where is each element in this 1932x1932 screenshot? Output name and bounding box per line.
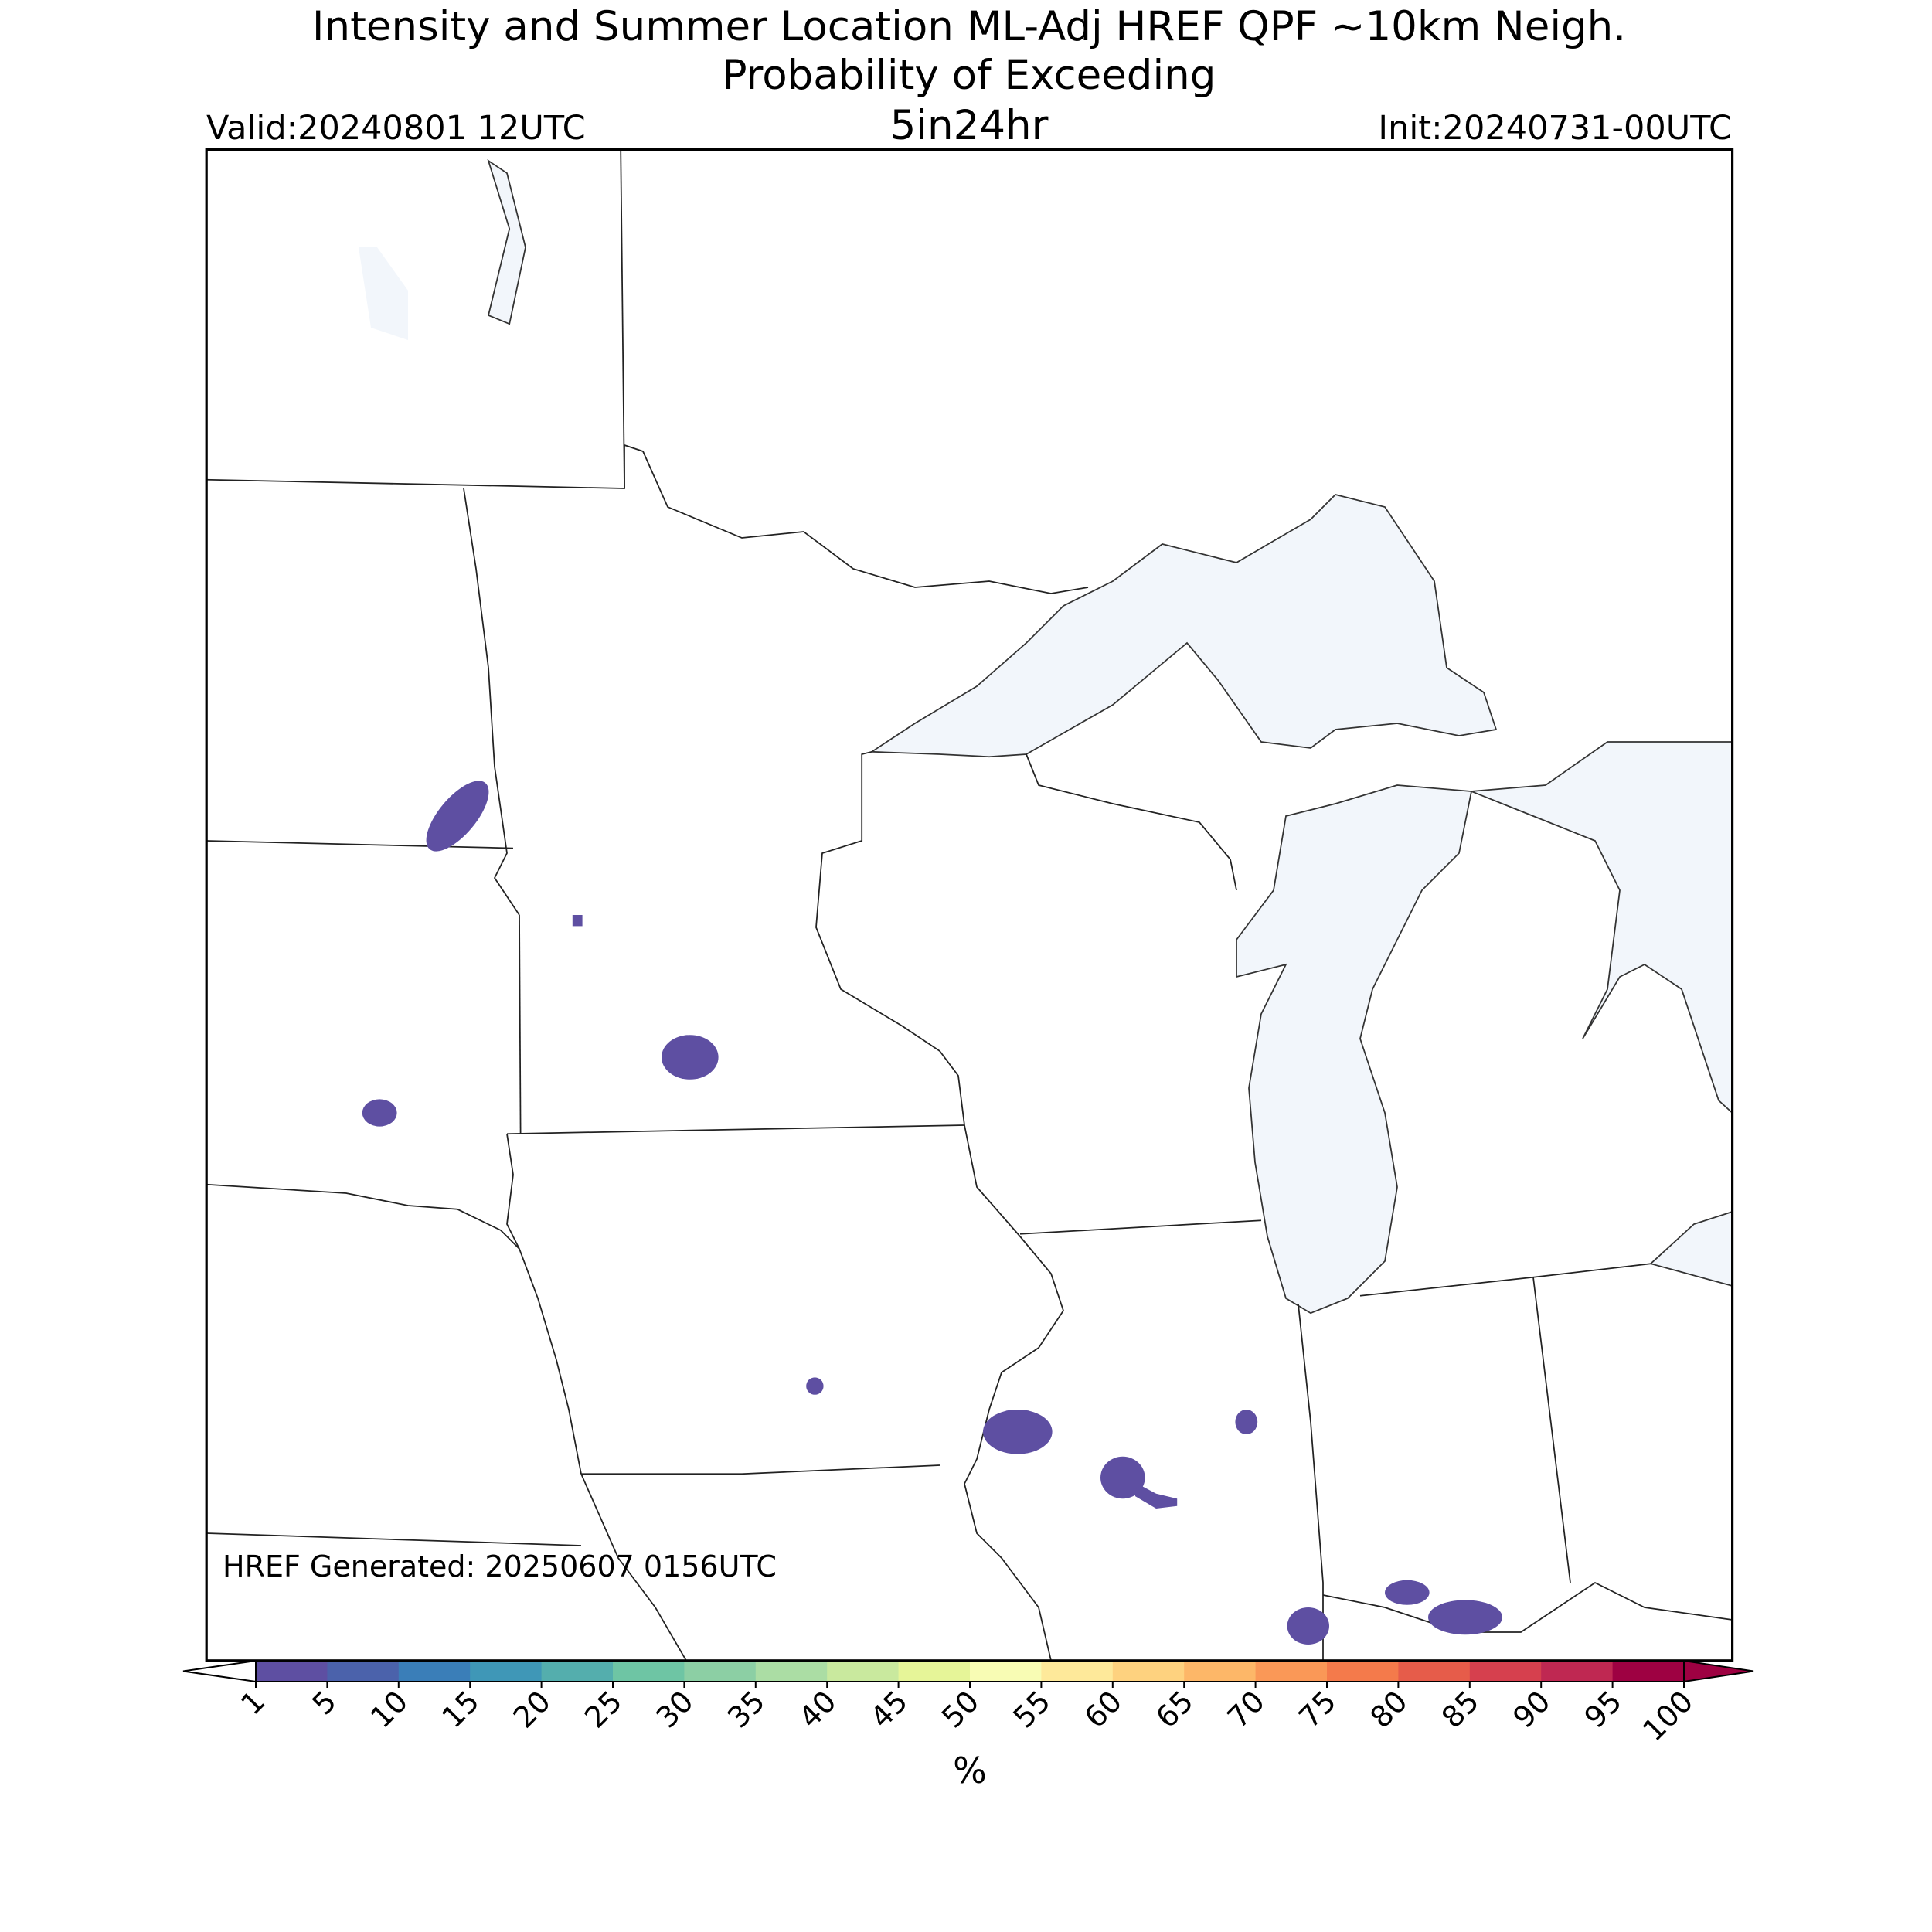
init-time: Init:20240731-00UTC: [1378, 109, 1732, 148]
colorbar-tick-label: 40: [792, 1684, 842, 1734]
border: [581, 1464, 940, 1475]
colorbar-bin: [827, 1661, 900, 1682]
border: [506, 1124, 965, 1135]
probability-area: [983, 1410, 1053, 1454]
probability-area: [806, 1377, 824, 1395]
lake-michigan: [1236, 784, 1473, 1315]
colorbar-bin: [970, 1661, 1042, 1682]
colorbar: 1 5 10 15 20 25 30 35 40 45 50 55 60 65 70 75 80 85 90 95 10…: [182, 1659, 1754, 1791]
border: [580, 1473, 687, 1662]
colorbar-bin: [256, 1661, 328, 1682]
colorbar-bin: [470, 1661, 543, 1682]
colorbar-bin: [1469, 1661, 1542, 1682]
colorbar-bin: [1398, 1661, 1471, 1682]
colorbar-tick-label: 75: [1292, 1684, 1342, 1734]
colorbar-bin: [398, 1661, 471, 1682]
colorbar-tick-label: 90: [1506, 1684, 1556, 1734]
colorbar-tick-label: 35: [721, 1684, 771, 1734]
border: [206, 1532, 582, 1546]
title: Intensity and Summer Location ML-Adj HRE…: [312, 3, 1626, 50]
colorbar-tick-label: 85: [1435, 1684, 1485, 1734]
subtitle: Probability of Exceeding: [723, 52, 1216, 99]
border: [620, 149, 625, 489]
colorbar-tick-label: 10: [364, 1684, 414, 1734]
probability-area: [1134, 1484, 1178, 1509]
probability-area: [1100, 1456, 1145, 1499]
border: [519, 914, 522, 1134]
border: [1026, 753, 1237, 891]
colorbar-bin: [1541, 1661, 1614, 1682]
colorbar-tick-label: 70: [1221, 1684, 1271, 1734]
threshold: 5in24hr: [890, 102, 1049, 149]
colorbar-bin: [1112, 1661, 1185, 1682]
probability-area: [572, 915, 583, 927]
colorbar-bin: [684, 1661, 757, 1682]
probability-area: [1287, 1607, 1329, 1645]
colorbar-tick-label: 55: [1006, 1684, 1056, 1734]
border: [206, 1183, 520, 1250]
border: [506, 1134, 582, 1475]
map-background: [206, 149, 1733, 1661]
probability-area: [662, 1035, 719, 1080]
border: [206, 840, 514, 849]
colorbar-bin: [1041, 1661, 1114, 1682]
lake-winnipeg: [359, 247, 408, 340]
border: [964, 1124, 1064, 1485]
colorbar-tick-label: 45: [864, 1684, 914, 1734]
border: [1532, 1277, 1571, 1583]
colorbar-tick-label: 80: [1363, 1684, 1413, 1734]
colorbar-bin: [898, 1661, 971, 1682]
colorbar-tick-label: 1: [234, 1684, 271, 1721]
colorbar-tick-label: 15: [435, 1684, 485, 1734]
map: [205, 148, 1734, 1662]
valid-time: Valid:20240801 12UTC: [206, 109, 586, 148]
colorbar-tick-label: 95: [1578, 1684, 1628, 1734]
colorbar-bin: [1327, 1661, 1399, 1682]
border: [964, 1483, 1052, 1661]
colorbar-tick-label: 60: [1078, 1684, 1128, 1734]
lake-winnipegosis: [487, 158, 526, 325]
colorbar-tick-label: 20: [507, 1684, 557, 1734]
probability-area: [362, 1099, 397, 1127]
colorbar-bin: [541, 1661, 614, 1682]
border: [463, 488, 520, 916]
colorbar-bin: [755, 1661, 828, 1682]
colorbar-bin: [327, 1661, 400, 1682]
border: [1019, 1219, 1262, 1235]
border: [815, 750, 965, 1126]
colorbar-bin: [1612, 1661, 1685, 1682]
colorbar-bin: [1255, 1661, 1328, 1682]
lake-huron: [1471, 741, 1733, 1114]
probability-area: [1428, 1600, 1502, 1635]
colorbar-bin: [613, 1661, 685, 1682]
colorbar-under: [182, 1659, 257, 1683]
generated-note: HREF Generated: 20250607 0156UTC: [223, 1549, 777, 1583]
probability-area: [1385, 1580, 1430, 1605]
probability-area: [426, 781, 489, 852]
colorbar-label: %: [953, 1750, 987, 1791]
colorbar-tick-label: 5: [306, 1684, 343, 1721]
border: [1322, 1581, 1733, 1633]
colorbar-tick-label: 65: [1149, 1684, 1199, 1734]
colorbar-tick-label: 30: [649, 1684, 699, 1734]
colorbar-over: [1683, 1659, 1754, 1683]
probability-area: [1235, 1410, 1258, 1434]
colorbar-bin: [1184, 1661, 1257, 1682]
colorbar-tick-label: 25: [578, 1684, 628, 1734]
colorbar-tick-label: 50: [935, 1684, 985, 1734]
colorbar-tick-label: 100: [1636, 1684, 1699, 1747]
lake-superior: [869, 494, 1498, 758]
